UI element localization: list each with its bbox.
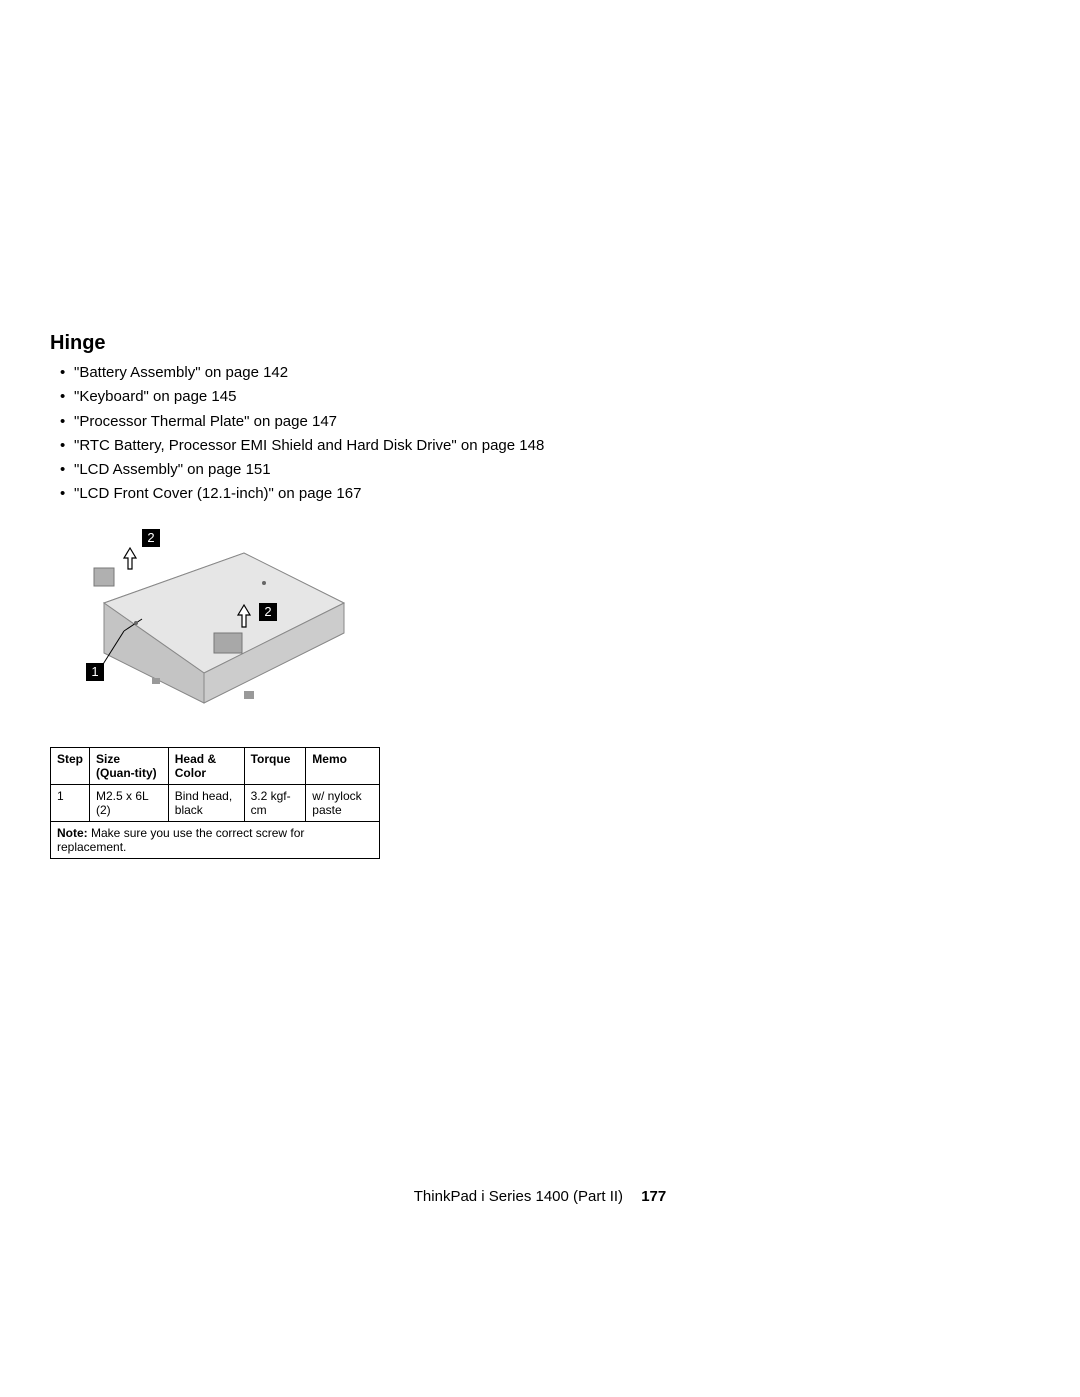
- list-item: "Battery Assembly" on page 142: [50, 363, 550, 383]
- section-heading: Hinge: [50, 332, 550, 355]
- callout-2-icon: 2: [259, 603, 277, 621]
- prereq-list: "Battery Assembly" on page 142 "Keyboard…: [50, 363, 550, 505]
- screw-table: Step Size (Quan-tity) Head & Color Torqu…: [50, 747, 380, 859]
- page-number: 177: [641, 1188, 666, 1205]
- list-item: "LCD Assembly" on page 151: [50, 460, 550, 480]
- hinge-diagram: 2 2 1: [64, 523, 354, 723]
- cell-size: M2.5 x 6L (2): [90, 784, 169, 821]
- list-item: "RTC Battery, Processor EMI Shield and H…: [50, 436, 550, 456]
- table-note-row: Note: Make sure you use the correct scre…: [51, 821, 380, 858]
- list-item: "LCD Front Cover (12.1-inch)" on page 16…: [50, 484, 550, 504]
- col-memo: Memo: [306, 747, 380, 784]
- col-torque: Torque: [244, 747, 306, 784]
- callout-1-icon: 1: [86, 663, 104, 681]
- list-item: "Keyboard" on page 145: [50, 387, 550, 407]
- page-footer: ThinkPad i Series 1400 (Part II) 177: [0, 1188, 1080, 1205]
- callout-2-icon: 2: [142, 529, 160, 547]
- cell-step: 1: [51, 784, 90, 821]
- list-item: "Processor Thermal Plate" on page 147: [50, 412, 550, 432]
- page-content: Hinge "Battery Assembly" on page 142 "Ke…: [50, 332, 550, 859]
- note-label: Note:: [57, 826, 88, 840]
- table-row: 1 M2.5 x 6L (2) Bind head, black 3.2 kgf…: [51, 784, 380, 821]
- col-head: Head & Color: [168, 747, 244, 784]
- footer-text: ThinkPad i Series 1400 (Part II): [414, 1188, 623, 1205]
- note-text: Make sure you use the correct screw for …: [57, 826, 304, 854]
- cell-head: Bind head, black: [168, 784, 244, 821]
- col-step: Step: [51, 747, 90, 784]
- cell-memo: w/ nylock paste: [306, 784, 380, 821]
- col-size: Size (Quan-tity): [90, 747, 169, 784]
- cell-torque: 3.2 kgf-cm: [244, 784, 306, 821]
